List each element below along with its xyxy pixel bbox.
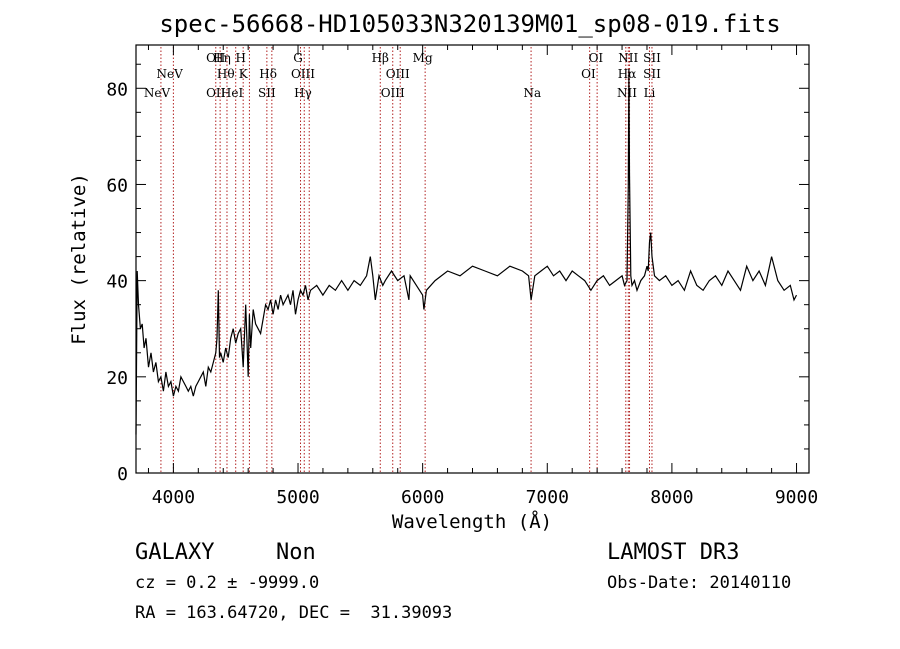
plot-frame [135,44,810,474]
spectrum-chart: spec-56668-HD105033N320139M01_sp08-019.f… [68,10,818,533]
x-tick-label: 5000 [276,487,319,508]
line-marker-label: Na [523,86,541,100]
y-tick-label: 80 [106,79,128,100]
x-axis-ticks: 4000 5000 6000 7000 8000 9000 [147,45,818,508]
line-marker-label: NeV [157,67,184,81]
line-marker-label: Hδ [259,67,277,81]
line-marker-label: OI [581,67,596,81]
object-class: GALAXY [135,540,215,565]
y-tick-label: 60 [106,175,128,196]
line-marker-label: HeI [221,86,244,100]
coordinates: RA = 163.64720, DEC = 31.39093 [135,603,453,623]
line-marker-label: H [235,51,245,65]
y-axis-ticks: 0 20 40 60 80 [106,63,809,485]
line-marker-label: Hβ [372,51,389,65]
line-marker-label: OII [206,86,226,100]
line-marker-label: Li [644,86,656,100]
cz-value: cz = 0.2 ± -9999.0 [135,573,320,593]
x-tick-label: 6000 [401,487,444,508]
x-tick-label: 8000 [650,487,693,508]
line-marker-label: Mg [413,51,433,65]
x-tick-label: 9000 [775,487,818,508]
line-marker-label: Hη [213,51,231,65]
y-tick-label: 20 [106,368,128,389]
line-marker-label: OIII [291,67,315,81]
x-axis-label: Wavelength (Å) [392,510,552,533]
line-marker-label: OIII [381,86,405,100]
line-marker-label: SII [643,51,661,65]
marker-lines [160,47,653,473]
survey-name: LAMOST DR3 [607,540,740,565]
object-subclass: Non [276,540,316,565]
line-marker-label: OI [589,51,604,65]
x-tick-label: 4000 [152,487,195,508]
y-axis-label: Flux (relative) [68,173,90,345]
line-marker-label: SII [643,67,661,81]
line-marker-label: OIII [386,67,410,81]
spectrum-line [135,68,798,435]
line-marker-label: K [239,67,249,81]
chart-title: spec-56668-HD105033N320139M01_sp08-019.f… [159,10,780,38]
line-marker-label: NII [618,51,638,65]
line-marker-label: Hα [618,67,637,81]
y-tick-label: 40 [106,272,128,293]
line-marker-label: SII [258,86,276,100]
line-marker-label: OII [206,51,226,65]
line-marker-label: NeV [144,86,171,100]
line-marker-label: Hθ [217,67,235,81]
obs-date: Obs-Date: 20140110 [607,573,792,593]
line-marker-label: NII [617,86,637,100]
line-marker-label: G [293,51,303,65]
y-tick-label: 0 [117,464,128,485]
line-marker-label: Hγ [294,86,312,100]
x-tick-label: 7000 [526,487,569,508]
